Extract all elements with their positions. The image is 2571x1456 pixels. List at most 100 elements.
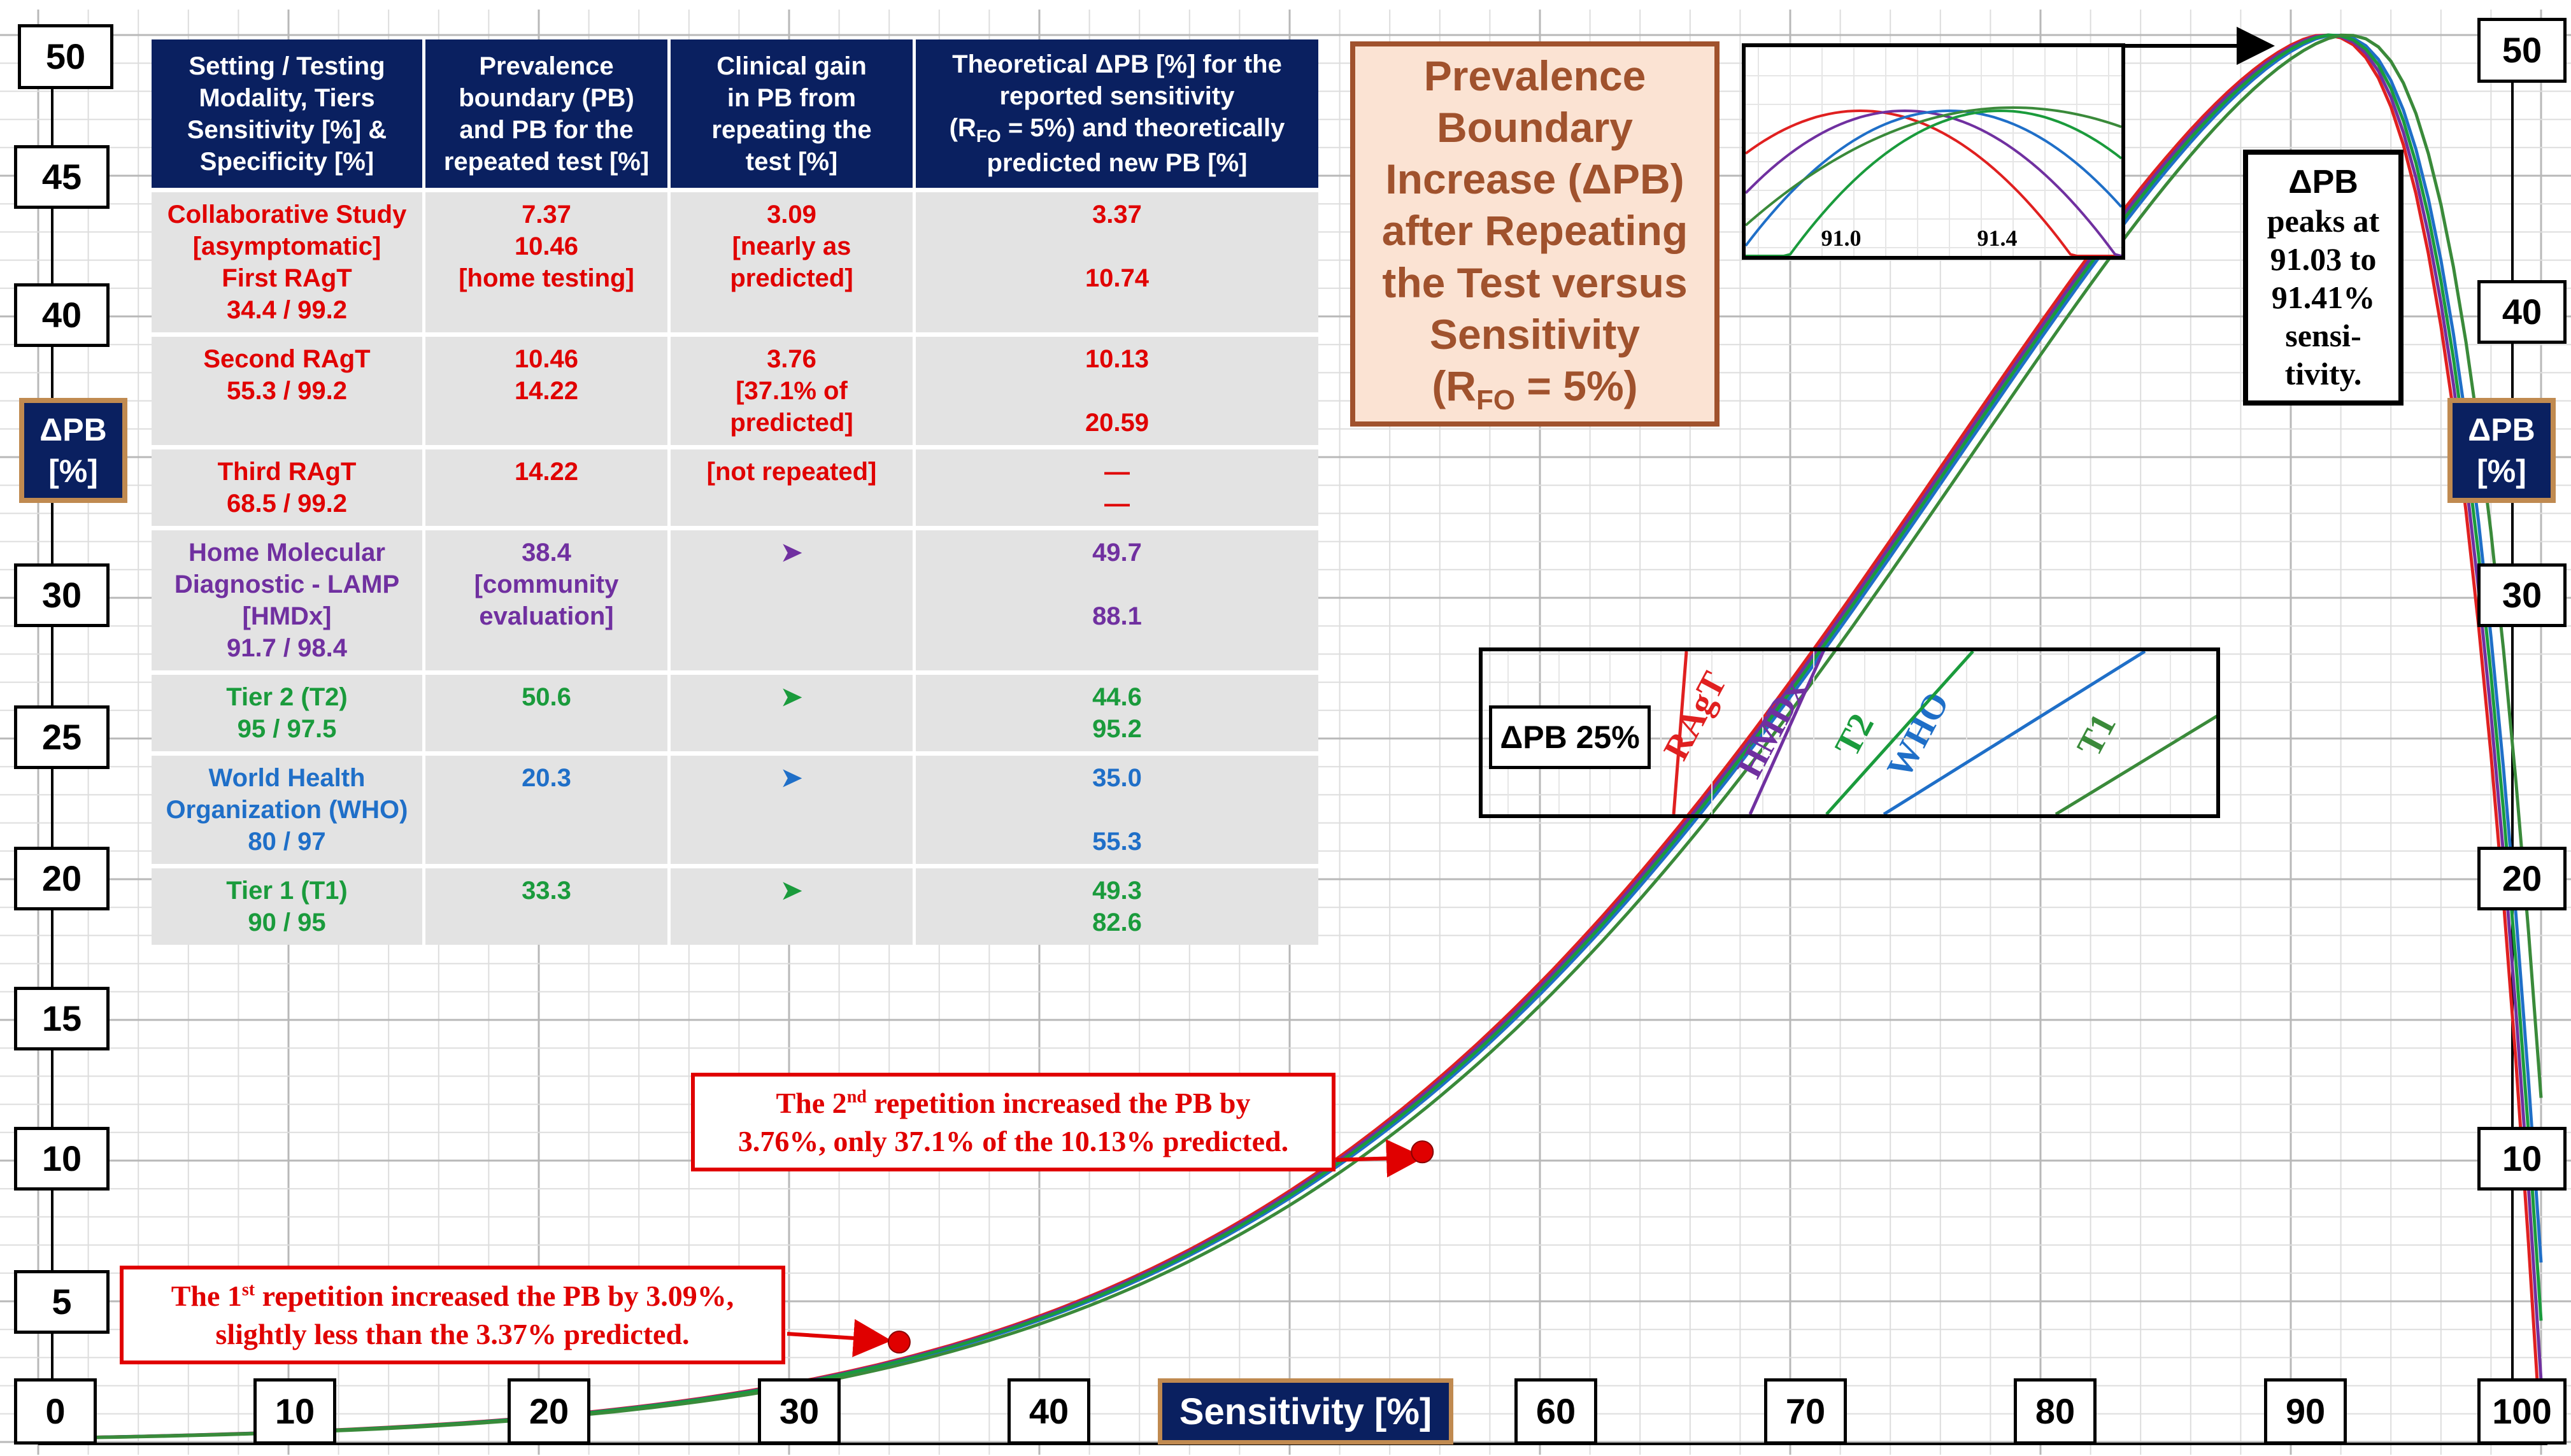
tick-label: 20 xyxy=(2477,847,2567,910)
peak-note-line: sensi- xyxy=(2285,318,2361,354)
tick-label: 15 xyxy=(14,987,110,1050)
chart-title: Prevalence Boundary Increase (ΔPB) after… xyxy=(1350,41,1720,427)
legend-label-t2: T2 xyxy=(1827,707,1881,763)
annotation-arrow xyxy=(1335,1139,1425,1178)
title-rfo-sub: FO xyxy=(1476,385,1516,416)
legend-label-hmdx: HMDx xyxy=(1730,673,1814,784)
table-cell: Home Molecular Diagnostic - LAMP [HMDx] … xyxy=(152,526,425,670)
legend: RAgT HMDx WHO T2 T1 xyxy=(1479,647,2325,818)
annotation-line: 3.76%, only 37.1% of the 10.13% predicte… xyxy=(737,1124,1289,1157)
table-cell: 44.6 95.2 xyxy=(916,670,1318,751)
table-cell: ➤ xyxy=(671,751,916,864)
table-cell: Second RAgT 55.3 / 99.2 xyxy=(152,332,425,445)
table-cell: 3.09 [nearly as predicted] xyxy=(671,188,916,332)
table-cell: 50.6 xyxy=(425,670,671,751)
peak-note-line: tivity. xyxy=(2284,356,2362,392)
annotation-text: repetition increased the PB by xyxy=(866,1086,1251,1119)
annotation-text: repetition increased the PB by 3.09%, xyxy=(255,1279,734,1312)
peak-note-line: 91.03 to xyxy=(2270,241,2377,278)
title-line: Increase (ΔPB) xyxy=(1385,155,1684,203)
inset-curve xyxy=(1744,109,2122,257)
title-line: the Test versus xyxy=(1382,258,1688,306)
inset-curve xyxy=(1744,109,2121,257)
tick-label: 40 xyxy=(1008,1378,1090,1445)
table-row: Home Molecular Diagnostic - LAMP [HMDx] … xyxy=(152,526,1318,670)
inset-curve xyxy=(1744,109,2123,247)
title-rfo: (RFO = 5%) xyxy=(1355,360,1714,418)
y-axis-label-line1: ΔPB xyxy=(39,411,107,448)
table-header: Theoretical ΔPB [%] for the reported sen… xyxy=(916,39,1318,188)
peak-note-line: 91.41% xyxy=(2271,279,2375,316)
annotation-second-repetition: The 2nd repetition increased the PB by 3… xyxy=(691,1073,1335,1171)
title-rfo-start: (R xyxy=(1432,362,1476,409)
legend-line-hmdx xyxy=(1748,650,1825,816)
tick-label: 10 xyxy=(14,1127,110,1191)
inset-tick-label: 91.0 xyxy=(1821,225,1862,251)
table-row: Third RAgT 68.5 / 99.2 14.22 [not repeated… xyxy=(152,445,1318,526)
x-axis-label: Sensitivity [%] xyxy=(1158,1378,1453,1445)
table-cell: 14.22 xyxy=(425,445,671,526)
legend-line-ragt xyxy=(1672,651,1688,815)
table-header-part: Theoretical ΔPB [%] for the reported sen… xyxy=(949,50,1282,142)
peak-note: ΔPB peaks at 91.03 to 91.41% sensi- tivi… xyxy=(2243,150,2404,406)
table-header: Prevalence boundary (PB) and PB for the … xyxy=(425,39,671,188)
legend-title: ΔPB 25% xyxy=(1489,705,1651,769)
table-cell: 33.3 xyxy=(425,864,671,945)
tick-label: 0 xyxy=(14,1378,97,1445)
peak-note-line: peaks at xyxy=(2267,203,2380,239)
table-cell: Tier 1 (T1) 90 / 95 xyxy=(152,864,425,945)
table-cell: Collaborative Study [asymptomatic] First… xyxy=(152,188,425,332)
annotation-text: The 1 xyxy=(171,1279,242,1312)
y-axis-label-right: ΔPB [%] xyxy=(2447,398,2556,503)
tick-label: 25 xyxy=(14,705,110,769)
table-cell: 7.37 10.46 [home testing] xyxy=(425,188,671,332)
tick-label: 70 xyxy=(1764,1378,1847,1445)
annotation-line: The 2nd repetition increased the PB by xyxy=(695,1084,1332,1122)
table-cell: 49.3 82.6 xyxy=(916,864,1318,945)
table-cell: Third RAgT 68.5 / 99.2 xyxy=(152,445,425,526)
tick-label: 30 xyxy=(758,1378,841,1445)
annotation-first-repetition: The 1st repetition increased the PB by 3… xyxy=(120,1266,785,1364)
tick-label: 20 xyxy=(14,847,110,910)
legend-label-ragt: RAgT xyxy=(1656,665,1734,766)
tick-label: 30 xyxy=(2477,563,2567,627)
tick-label: 20 xyxy=(508,1378,590,1445)
table-cell: 10.46 14.22 xyxy=(425,332,671,445)
inset-plot: 91.0 91.4 xyxy=(1744,46,2123,257)
legend-label-t1: T1 xyxy=(2069,707,2123,763)
y-axis-label-line2: [%] xyxy=(2477,453,2526,489)
table-cell: 20.3 xyxy=(425,751,671,864)
table-cell: [not repeated] xyxy=(671,445,916,526)
tick-label: 80 xyxy=(2014,1378,2097,1445)
peak-zoom-inset: 91.0 91.4 xyxy=(1742,43,2125,260)
data-point xyxy=(1411,1140,1434,1164)
inset-tick-label: 91.4 xyxy=(1977,225,2018,251)
inset-curve xyxy=(1744,106,2122,227)
table-cell: 49.7 88.1 xyxy=(916,526,1318,670)
annotation-sup: st xyxy=(241,1280,255,1300)
data-point xyxy=(887,1331,911,1354)
legend-label-who: WHO xyxy=(1879,686,1957,784)
table-cell: World Health Organization (WHO) 80 / 97 xyxy=(152,751,425,864)
data-table: Setting / Testing Modality, Tiers Sensit… xyxy=(152,39,1318,945)
legend-line-who xyxy=(1883,649,2146,816)
y-axis-label-left: ΔPB [%] xyxy=(19,398,127,503)
data-points xyxy=(887,1140,1434,1354)
tick-label: 10 xyxy=(2477,1127,2567,1191)
table-cell: 10.13 20.59 xyxy=(916,332,1318,445)
table-row: Tier 1 (T1) 90 / 95 33.3 ➤ 49.3 82.6 xyxy=(152,864,1318,945)
y-axis-label-line1: ΔPB xyxy=(2468,411,2535,448)
tick-label: 10 xyxy=(253,1378,336,1445)
table-cell: ➤ xyxy=(671,864,916,945)
annotation-sup: nd xyxy=(846,1087,867,1107)
annotation-arrow xyxy=(787,1318,892,1357)
inset-curve xyxy=(1746,109,2123,257)
table-cell: 3.76 [37.1% of predicted] xyxy=(671,332,916,445)
annotation-arrows xyxy=(787,27,2275,1357)
legend-line-t2 xyxy=(1825,650,1974,816)
title-line: Prevalence xyxy=(1423,52,1646,99)
peak-note-line: ΔPB xyxy=(2288,163,2358,201)
tick-label: 100 xyxy=(2477,1378,2567,1445)
table-row: Second RAgT 55.3 / 99.2 10.46 14.22 3.76 [… xyxy=(152,332,1318,445)
